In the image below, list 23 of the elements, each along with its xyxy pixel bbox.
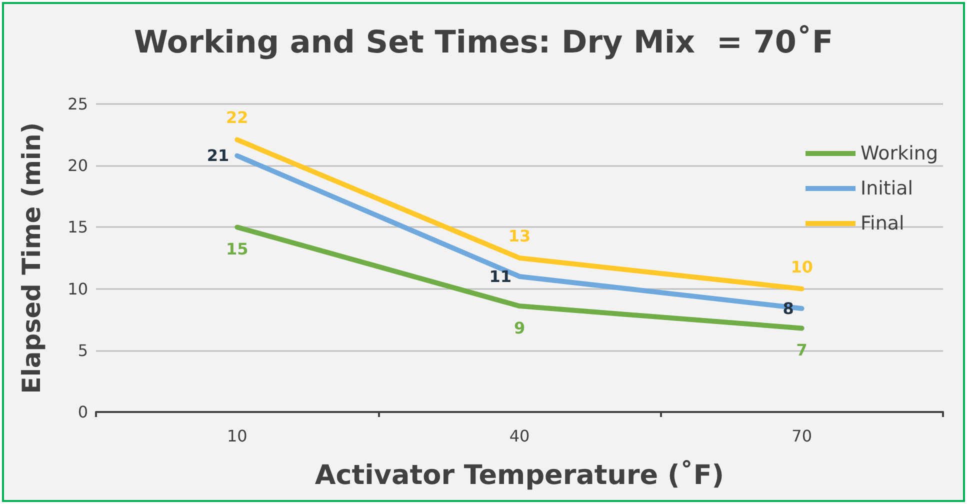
y-tick-label: 15 [68, 218, 88, 237]
x-axis-title: Activator Temperature (˚F) [314, 460, 724, 491]
data-label: 15 [226, 240, 248, 259]
legend-label: Initial [860, 178, 914, 200]
data-label: 13 [508, 226, 531, 246]
x-tick-label: 10 [226, 426, 248, 446]
data-label: 21 [206, 146, 230, 166]
legend-label: Working [860, 142, 938, 164]
data-label: 7 [796, 340, 808, 360]
y-tick-label: 20 [68, 156, 88, 176]
data-label: 9 [514, 318, 526, 338]
y-tick-label: 25 [68, 94, 88, 114]
y-tick-label: 0 [78, 402, 88, 422]
data-label: 11 [489, 266, 512, 286]
x-tick-label: 40 [509, 426, 530, 446]
data-label: 10 [790, 257, 813, 276]
chart-title: Working and Set Times: Dry Mix = 70˚F [134, 24, 834, 60]
x-tick-label: 70 [792, 426, 812, 446]
y-axis-title: Elapsed Time (min) [17, 122, 46, 394]
y-tick-label: 10 [68, 279, 88, 298]
data-label: 22 [226, 108, 248, 128]
legend-label: Final [860, 212, 904, 234]
y-tick-label: 5 [78, 340, 88, 360]
